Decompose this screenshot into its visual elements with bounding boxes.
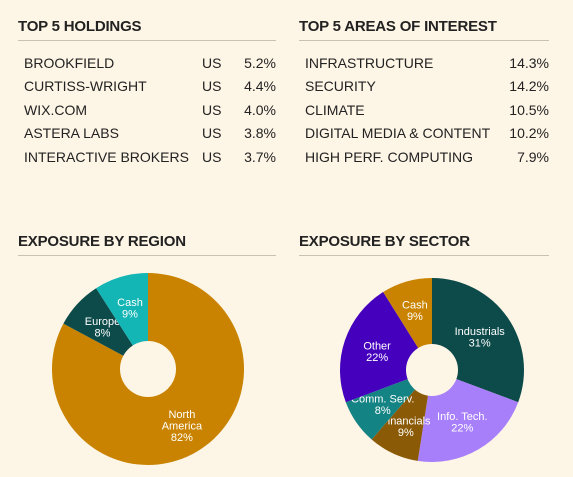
region-chart-title: EXPOSURE BY REGION: [18, 233, 276, 256]
slice-label: Other 22%: [363, 341, 391, 365]
holding-row: CURTISS-WRIGHT US 4.4%: [18, 75, 276, 99]
areas-title: TOP 5 AREAS OF INTEREST: [299, 18, 549, 41]
area-pct: 7.9%: [517, 148, 549, 165]
area-name: DIGITAL MEDIA & CONTENT: [305, 125, 491, 142]
donut-hole: [120, 341, 176, 397]
slice-europe: [63, 288, 148, 369]
holding-row: INTERACTIVE BROKERS US 3.7%: [18, 145, 276, 169]
top-holdings-panel: TOP 5 HOLDINGS BROOKFIELD US 5.2% CURTIS…: [18, 18, 276, 169]
donut-hole: [406, 344, 458, 396]
area-name: CLIMATE: [305, 101, 365, 118]
area-pct: 14.3%: [509, 54, 549, 71]
holding-country: US: [202, 125, 222, 142]
holding-pct: 3.7%: [244, 148, 276, 165]
holding-country: US: [202, 101, 222, 118]
holding-pct: 4.0%: [244, 101, 276, 118]
slice-label: Cash 9%: [117, 297, 143, 321]
slice-label: Financials 9%: [381, 416, 431, 440]
holding-row: BROOKFIELD US 5.2%: [18, 51, 276, 75]
area-row: CLIMATE 10.5%: [299, 98, 549, 122]
areas-list: INFRASTRUCTURE 14.3% SECURITY 14.2% CLIM…: [299, 51, 549, 169]
holding-name: WIX.COM: [24, 101, 87, 118]
area-name: SECURITY: [305, 78, 376, 95]
area-row: DIGITAL MEDIA & CONTENT 10.2%: [299, 122, 549, 146]
holding-pct: 3.8%: [244, 125, 276, 142]
slice-label: Industrials 31%: [455, 326, 506, 350]
holding-pct: 4.4%: [244, 78, 276, 95]
area-row: SECURITY 14.2%: [299, 75, 549, 99]
slice-label: North America 82%: [162, 409, 203, 444]
slice-cash: [383, 278, 432, 370]
holdings-title: TOP 5 HOLDINGS: [18, 18, 276, 41]
slice-comm-serv: [345, 370, 432, 440]
sector-donut-chart: Industrials 31% Info. Tech. 22%Financials 9%…: [339, 278, 525, 463]
slice-label: Info. Tech. 22%: [437, 411, 488, 435]
area-pct: 10.5%: [509, 101, 549, 118]
area-pct: 14.2%: [509, 78, 549, 95]
slice-label: Cash 9%: [402, 300, 428, 324]
holding-row: WIX.COM US 4.0%: [18, 98, 276, 122]
holding-country: US: [202, 148, 222, 165]
holding-country: US: [202, 78, 222, 95]
top-areas-panel: TOP 5 AREAS OF INTEREST INFRASTRUCTURE 1…: [299, 18, 549, 169]
holding-country: US: [202, 54, 222, 71]
area-name: HIGH PERF. COMPUTING: [305, 148, 474, 165]
region-exposure-panel: EXPOSURE BY REGION: [18, 233, 276, 256]
sector-exposure-panel: EXPOSURE BY SECTOR: [299, 233, 549, 256]
area-pct: 10.2%: [509, 125, 549, 142]
holdings-list: BROOKFIELD US 5.2% CURTISS-WRIGHT US 4.4…: [18, 51, 276, 169]
holding-name: ASTERA LABS: [24, 125, 119, 142]
holding-row: ASTERA LABS US 3.8%: [18, 122, 276, 146]
holding-pct: 5.2%: [244, 54, 276, 71]
slice-label: Comm. Serv. 8%: [351, 394, 414, 418]
area-row: INFRASTRUCTURE 14.3%: [299, 51, 549, 75]
holding-name: BROOKFIELD: [24, 54, 115, 71]
area-row: HIGH PERF. COMPUTING 7.9%: [299, 145, 549, 169]
slice-financials: [371, 370, 432, 461]
sector-chart-title: EXPOSURE BY SECTOR: [299, 233, 549, 256]
slice-label: Europe 8%: [85, 316, 120, 340]
region-donut-chart: North America 82% Europe 8%Cash 9%: [51, 273, 244, 465]
holding-name: INTERACTIVE BROKERS: [24, 148, 189, 165]
area-name: INFRASTRUCTURE: [305, 54, 434, 71]
holding-name: CURTISS-WRIGHT: [24, 78, 147, 95]
